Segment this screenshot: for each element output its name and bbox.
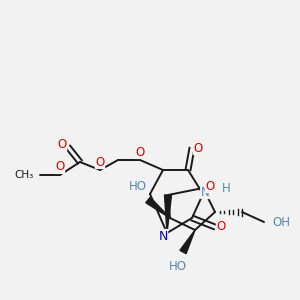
Text: H: H [222,182,230,194]
Text: HO: HO [169,260,187,272]
Polygon shape [164,195,172,233]
Text: O: O [194,142,202,154]
Text: O: O [57,139,67,152]
Polygon shape [146,197,170,218]
Text: CH₃: CH₃ [15,170,34,180]
Text: N: N [201,185,209,199]
Text: N: N [158,230,168,242]
Text: OH: OH [272,215,290,229]
Text: HO: HO [129,179,147,193]
Text: O: O [206,179,214,193]
Text: O: O [216,220,226,233]
Text: O: O [95,155,105,169]
Polygon shape [180,230,195,254]
Text: O: O [56,160,64,173]
Text: O: O [135,146,145,158]
